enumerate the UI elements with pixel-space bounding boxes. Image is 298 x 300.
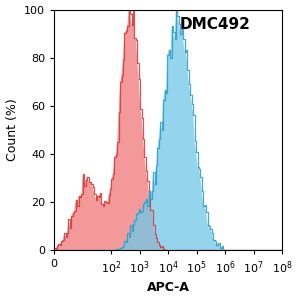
- X-axis label: APC-A: APC-A: [147, 281, 190, 294]
- Polygon shape: [54, 10, 281, 250]
- Y-axis label: Count (%): Count (%): [6, 98, 18, 161]
- Polygon shape: [54, 10, 281, 250]
- Text: DMC492: DMC492: [179, 17, 250, 32]
